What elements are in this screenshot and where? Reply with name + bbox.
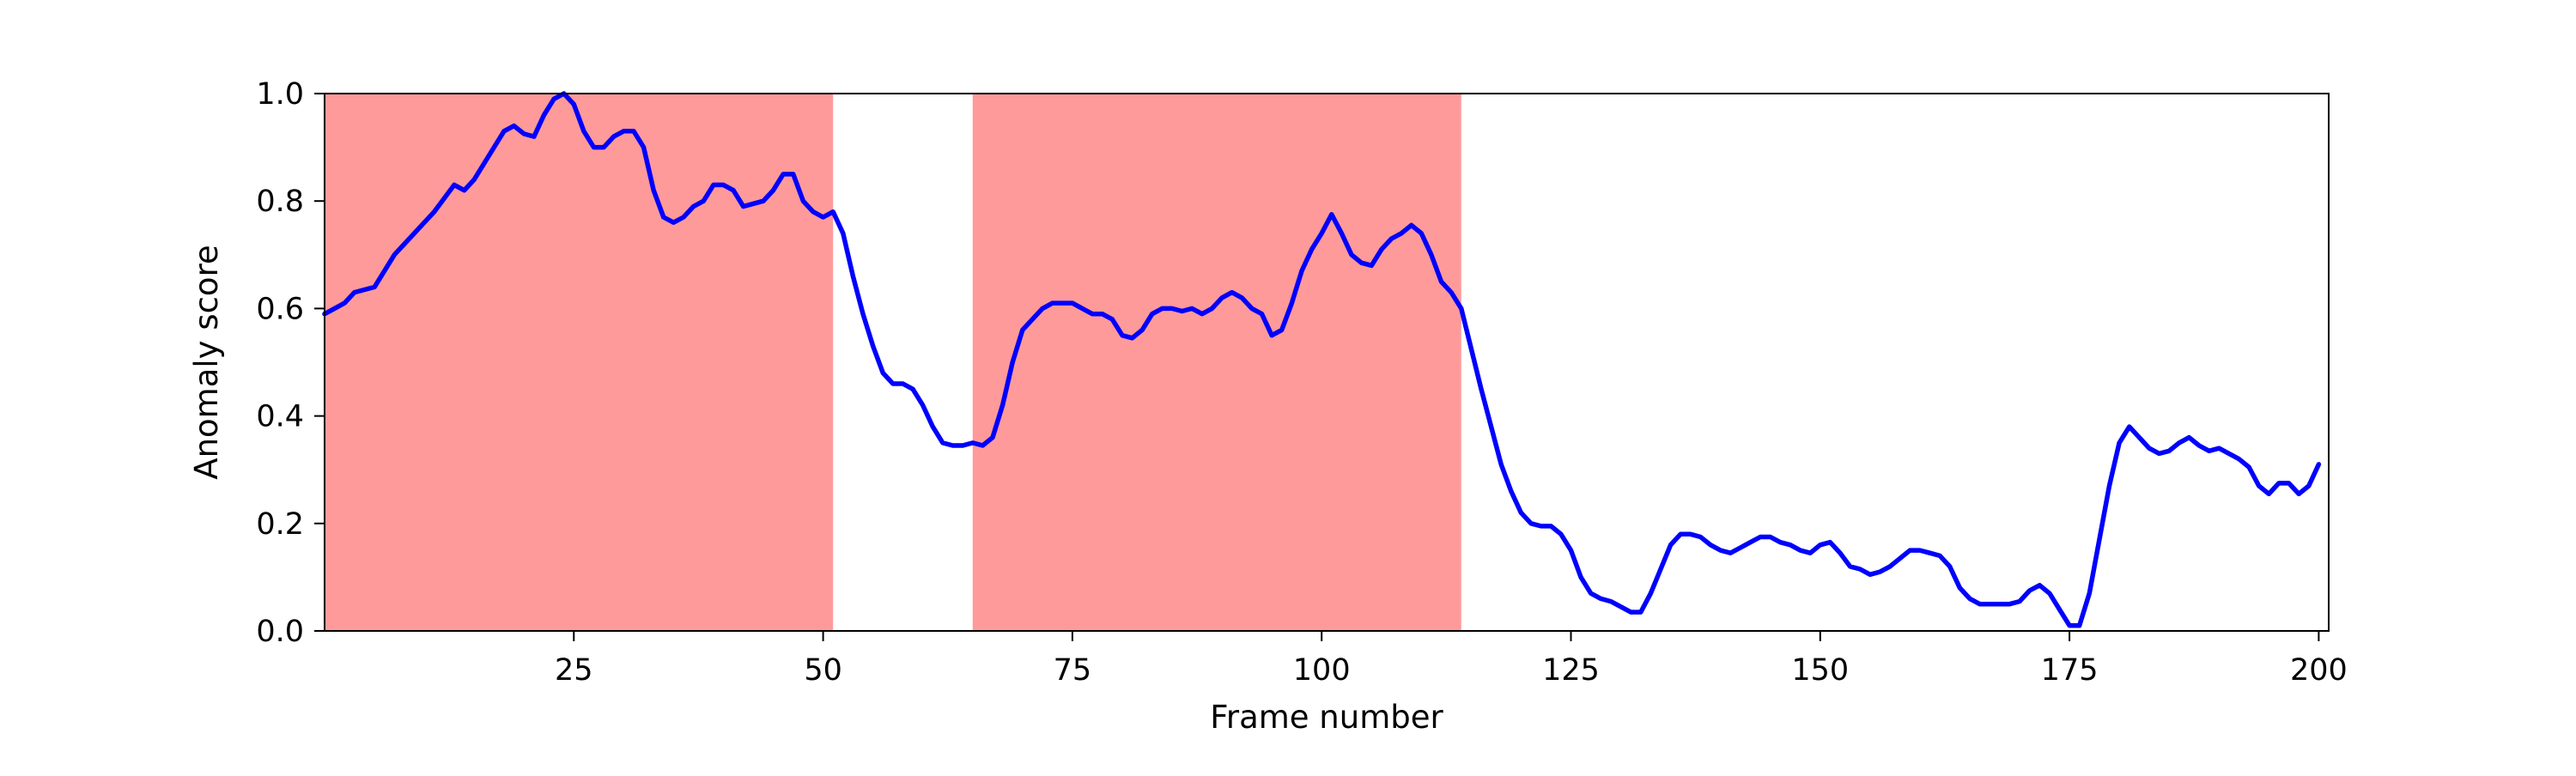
x-tick-label: 125 (1542, 653, 1600, 688)
y-tick-label: 0.0 (256, 615, 304, 649)
plot-frame (324, 93, 2330, 632)
shaded-region-2 (972, 94, 1461, 631)
shaded-regions (325, 94, 1461, 631)
y-axis-ticks: 0.0 0.2 0.4 0.6 0.8 1.0 (256, 77, 325, 649)
x-tick-label: 25 (555, 653, 593, 688)
x-tick-label: 175 (2041, 653, 2099, 688)
x-tick-label: 50 (804, 653, 842, 688)
x-axis-label: Frame number (1210, 699, 1443, 736)
y-axis-label: Anomaly score (188, 245, 225, 479)
x-tick-label: 150 (1791, 653, 1849, 688)
x-tick-label: 100 (1293, 653, 1351, 688)
y-tick-label: 0.8 (256, 185, 304, 219)
y-tick-label: 1.0 (256, 77, 304, 112)
y-tick-label: 0.4 (256, 400, 304, 434)
series-line-1 (322, 91, 2322, 628)
x-tick-label: 75 (1054, 653, 1092, 688)
y-tick-label: 0.6 (256, 292, 304, 326)
x-tick-label: 200 (2290, 653, 2348, 688)
series-layer (322, 91, 2322, 628)
shaded-region-1 (325, 94, 834, 631)
y-tick-label: 0.2 (256, 507, 304, 542)
x-axis-ticks: 25 50 75 100 125 150 175 200 (555, 631, 2348, 688)
